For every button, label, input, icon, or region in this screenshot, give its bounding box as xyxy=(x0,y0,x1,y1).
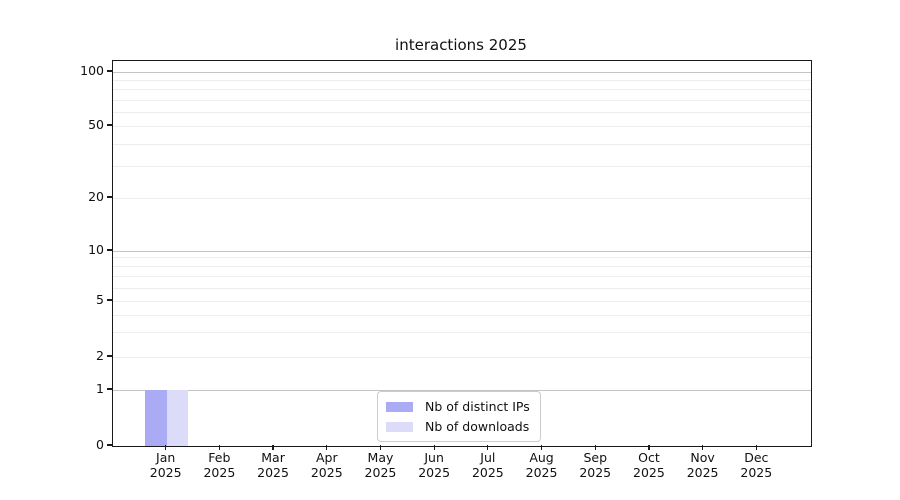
y-tick-mark-100 xyxy=(107,70,112,72)
x-tick-mark-mar-2025 xyxy=(272,445,274,450)
x-tick-mark-jan-2025 xyxy=(165,445,167,450)
x-tick-mark-apr-2025 xyxy=(326,445,328,450)
x-tick-label-mar-2025: Mar 2025 xyxy=(240,450,306,480)
x-tick-month: Nov xyxy=(690,450,715,465)
gridline-y-10 xyxy=(113,251,811,252)
x-tick-month: Oct xyxy=(638,450,660,465)
x-tick-mark-sep-2025 xyxy=(594,445,596,450)
x-tick-label-jun-2025: Jun 2025 xyxy=(401,450,467,480)
x-tick-label-apr-2025: Apr 2025 xyxy=(294,450,360,480)
gridline-y-2 xyxy=(113,357,811,358)
x-tick-label-nov-2025: Nov 2025 xyxy=(670,450,736,480)
gridline-y-8 xyxy=(113,266,811,267)
legend-label-downloads: Nb of downloads xyxy=(425,419,530,434)
x-tick-label-jan-2025: Jan 2025 xyxy=(133,450,199,480)
x-tick-year: 2025 xyxy=(149,464,182,480)
x-tick-mark-nov-2025 xyxy=(702,445,704,450)
x-tick-mark-jul-2025 xyxy=(487,445,489,450)
legend-item-distinct-ips: Nb of distinct IPs xyxy=(386,398,530,415)
gridline-y-5 xyxy=(113,301,811,302)
y-tick-label-20: 20 xyxy=(88,189,104,204)
bars-layer xyxy=(113,61,811,446)
x-tick-label-dec-2025: Dec 2025 xyxy=(723,450,789,480)
y-tick-label-50: 50 xyxy=(88,117,104,132)
y-tick-label-2: 2 xyxy=(96,348,104,363)
legend-swatch-downloads xyxy=(386,421,413,432)
x-tick-label-sep-2025: Sep 2025 xyxy=(562,450,628,480)
y-tick-label-0: 0 xyxy=(96,437,104,452)
gridline-y-4 xyxy=(113,315,811,316)
x-tick-label-may-2025: May 2025 xyxy=(347,450,413,480)
chart-title: interactions 2025 xyxy=(395,36,527,54)
gridline-y-100 xyxy=(113,72,811,73)
x-tick-label-feb-2025: Feb 2025 xyxy=(186,450,252,480)
x-tick-year: 2025 xyxy=(686,464,719,480)
plot-area xyxy=(112,60,812,447)
legend-swatch-distinct-ips xyxy=(386,401,413,412)
y-tick-mark-5 xyxy=(107,299,112,301)
gridline-y-90 xyxy=(113,80,811,81)
x-tick-year: 2025 xyxy=(525,464,558,480)
x-tick-mark-oct-2025 xyxy=(648,445,650,450)
y-tick-label-1: 1 xyxy=(96,381,104,396)
x-tick-year: 2025 xyxy=(364,464,397,480)
y-tick-label-100: 100 xyxy=(80,63,104,78)
x-tick-month: Mar xyxy=(261,450,285,465)
x-tick-month: May xyxy=(367,450,394,465)
bar-nb-of-downloads-jan-2025 xyxy=(166,390,189,446)
gridline-y-1 xyxy=(113,390,811,391)
x-tick-label-aug-2025: Aug 2025 xyxy=(509,450,575,480)
x-tick-label-oct-2025: Oct 2025 xyxy=(616,450,682,480)
x-tick-label-jul-2025: Jul 2025 xyxy=(455,450,521,480)
gridline-y-6 xyxy=(113,288,811,289)
y-tick-mark-2 xyxy=(107,355,112,357)
x-tick-month: Sep xyxy=(583,450,607,465)
gridline-y-80 xyxy=(113,89,811,90)
x-tick-year: 2025 xyxy=(633,464,665,480)
bar-nb-of-distinct-ips-jan-2025 xyxy=(145,390,167,446)
y-tick-mark-50 xyxy=(107,124,112,126)
legend-item-downloads: Nb of downloads xyxy=(386,418,530,435)
gridline-y-40 xyxy=(113,144,811,145)
x-tick-month: Dec xyxy=(744,450,769,465)
x-tick-mark-dec-2025 xyxy=(755,445,757,450)
x-tick-month: Jul xyxy=(480,450,496,465)
gridline-y-30 xyxy=(113,166,811,167)
gridline-y-60 xyxy=(113,112,811,113)
gridline-y-3 xyxy=(113,332,811,333)
gridlines-layer xyxy=(113,61,811,446)
x-tick-mark-aug-2025 xyxy=(540,445,543,450)
y-tick-label-5: 5 xyxy=(96,292,104,307)
legend: Nb of distinct IPs Nb of downloads xyxy=(377,391,541,442)
x-tick-year: 2025 xyxy=(418,464,451,480)
x-tick-mark-may-2025 xyxy=(379,445,382,450)
x-tick-year: 2025 xyxy=(257,464,289,480)
y-tick-mark-0 xyxy=(107,444,112,446)
legend-label-distinct-ips: Nb of distinct IPs xyxy=(425,399,530,414)
x-tick-year: 2025 xyxy=(579,464,612,480)
x-tick-year: 2025 xyxy=(471,464,504,480)
y-tick-label-10: 10 xyxy=(88,242,104,257)
gridline-y-70 xyxy=(113,100,811,101)
y-tick-mark-20 xyxy=(107,196,112,198)
x-tick-year: 2025 xyxy=(203,464,236,480)
y-tick-mark-1 xyxy=(107,388,112,390)
gridline-y-20 xyxy=(113,198,811,199)
y-tick-mark-10 xyxy=(107,249,112,251)
x-tick-month: Jan xyxy=(156,450,176,465)
x-tick-month: Jun xyxy=(424,450,444,465)
x-tick-mark-feb-2025 xyxy=(218,445,220,450)
x-tick-month: Apr xyxy=(315,450,338,465)
gridline-y-50 xyxy=(113,126,811,127)
x-tick-month: Aug xyxy=(529,450,554,465)
x-tick-month: Feb xyxy=(208,450,231,465)
gridline-y-7 xyxy=(113,276,811,277)
x-tick-year: 2025 xyxy=(740,464,773,480)
gridline-y-9 xyxy=(113,257,811,258)
x-tick-mark-jun-2025 xyxy=(433,445,435,450)
x-tick-year: 2025 xyxy=(310,464,343,480)
